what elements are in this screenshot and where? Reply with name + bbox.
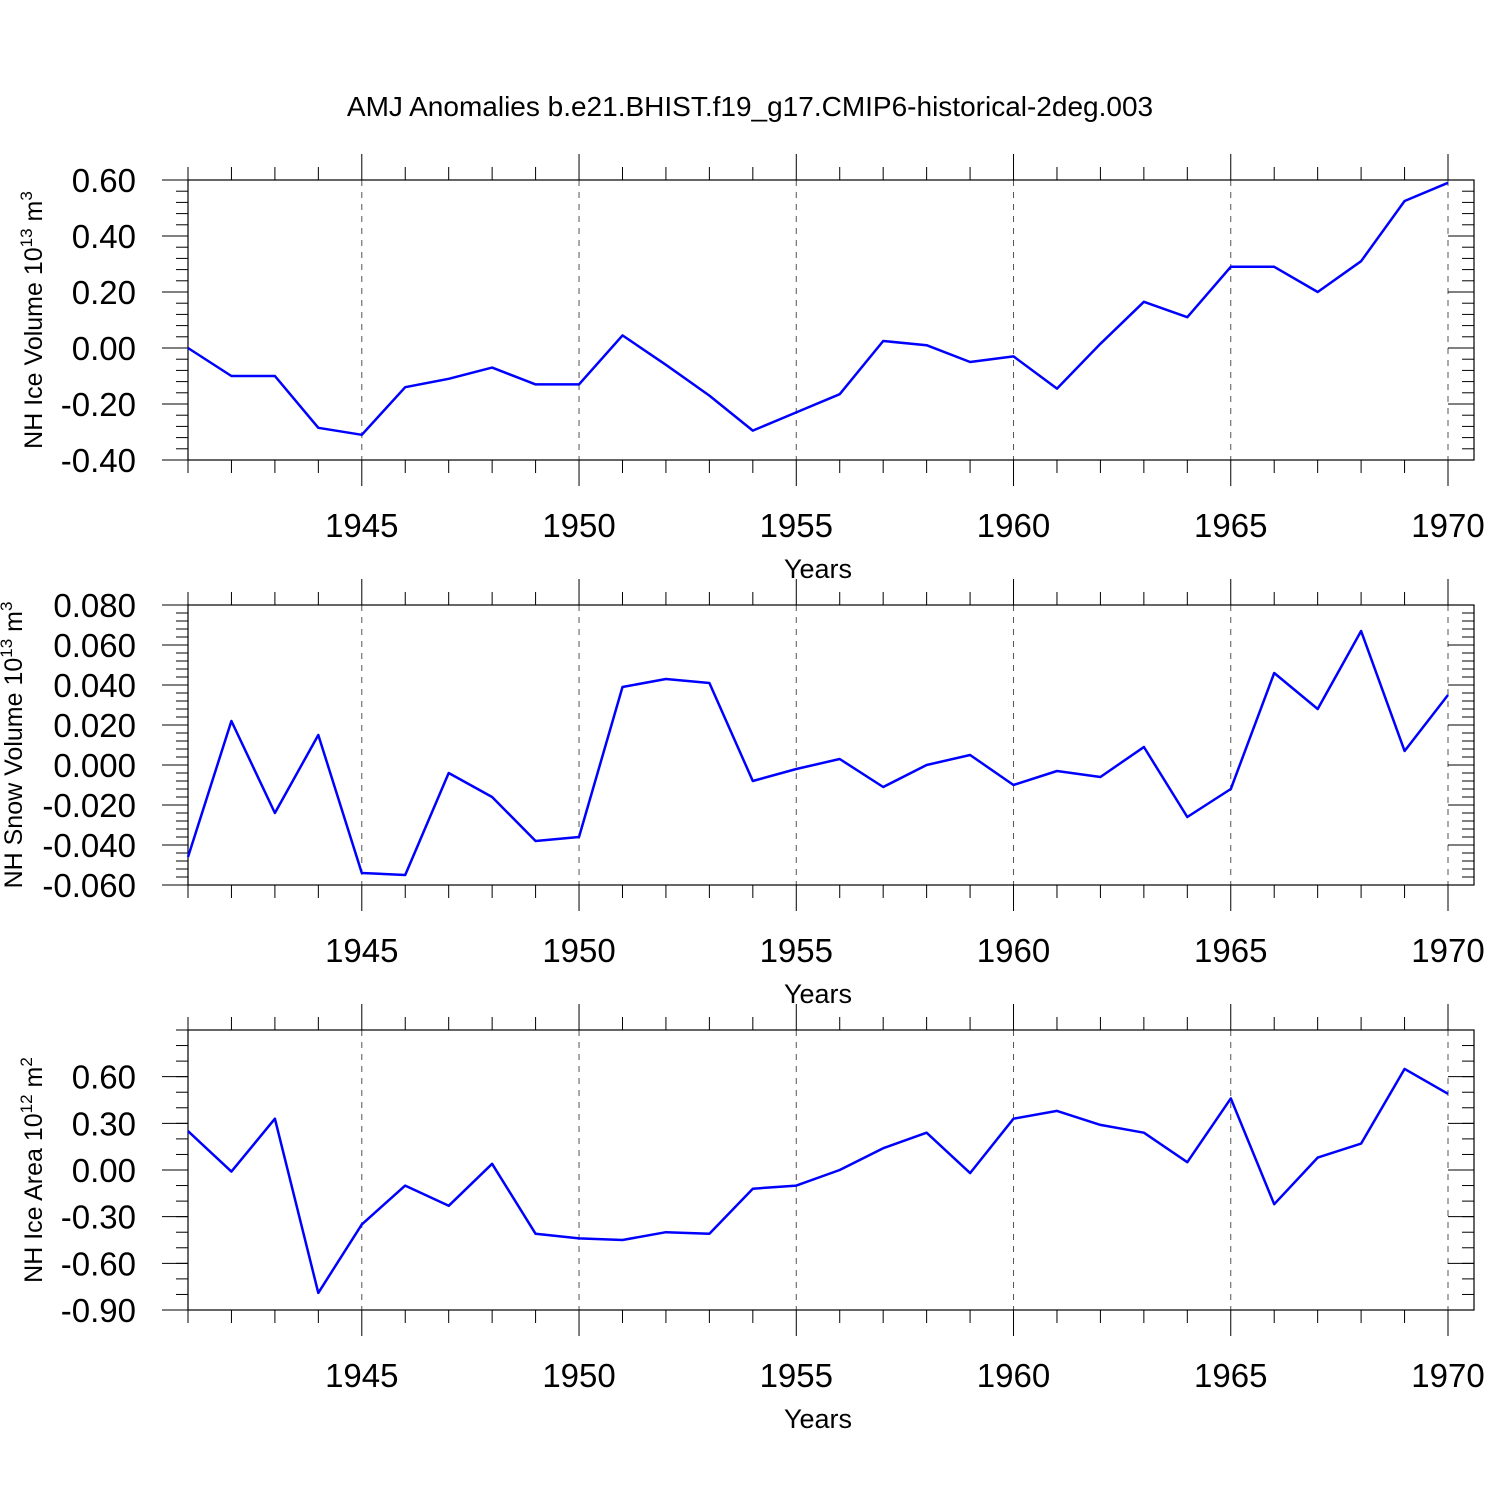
y-tick-label: -0.040	[42, 827, 136, 864]
chart-panel-1: -0.40 -0.20 0.00 0.20 0.40 0.60 1945 1950 1955 19…	[17, 154, 1485, 584]
y-axis-title-ylabel-main: NH Ice Area 10	[20, 1113, 48, 1283]
x-tick-label: 1945	[325, 507, 398, 544]
chart-title: AMJ Anomalies b.e21.BHIST.f19_g17.CMIP6-…	[347, 91, 1153, 122]
x-tick-label: 1955	[760, 932, 833, 969]
x-tick-label: 1945	[325, 932, 398, 969]
x-tick-label: 1960	[977, 507, 1050, 544]
x-tick-label: 1960	[977, 932, 1050, 969]
x-tick-label: 1950	[542, 1357, 615, 1394]
series-line	[186, 629, 1449, 877]
y-tick-label: -0.060	[42, 867, 136, 904]
y-axis-title-ylabel-unit: m	[20, 201, 48, 229]
x-axis-title: Years	[784, 1404, 852, 1434]
y-tick-label: 0.30	[72, 1105, 136, 1142]
x-tick-label: 1965	[1194, 932, 1267, 969]
y-axis-title-ylabel-unit-exp: 3	[0, 602, 16, 611]
y-axis-title: NH Ice Volume 1013 m3	[17, 191, 48, 449]
series-line	[187, 1067, 1449, 1295]
y-tick-label: 0.040	[53, 667, 136, 704]
y-tick-label: -0.020	[42, 787, 136, 824]
chart-panel-2: -0.060-0.040-0.0200.0000.0200.0400.0600.…	[0, 579, 1485, 1009]
plot-frame	[187, 1029, 1475, 1311]
y-tick-label: 0.20	[72, 274, 136, 311]
y-axis-title: NH Snow Volume 1013 m3	[0, 602, 28, 889]
y-axis-title: NH Ice Area 1012 m2	[17, 1057, 48, 1283]
y-tick-label: 0.060	[53, 627, 136, 664]
x-axis-title: Years	[784, 979, 852, 1009]
y-axis-title-ylabel-unit: m	[0, 611, 28, 639]
y-tick-label: 0.00	[72, 1152, 136, 1189]
x-tick-label: 1970	[1411, 1357, 1484, 1394]
y-axis-title-ylabel-unit: m	[20, 1067, 48, 1095]
x-tick-label: 1950	[542, 507, 615, 544]
x-tick-label: 1945	[325, 1357, 398, 1394]
y-axis-title-ylabel-unit-exp: 2	[17, 1057, 36, 1066]
x-tick-label: 1970	[1411, 507, 1484, 544]
y-axis-title-ylabel-exp: 13	[0, 639, 16, 658]
y-tick-label: 0.00	[72, 330, 136, 367]
x-axis-title: Years	[784, 554, 852, 584]
y-tick-label: -0.60	[61, 1245, 136, 1282]
y-tick-label: 0.60	[72, 162, 136, 199]
y-axis-title-ylabel-unit-exp: 3	[17, 191, 36, 200]
series-line	[187, 181, 1449, 437]
x-tick-label: 1955	[760, 507, 833, 544]
x-tick-label: 1950	[542, 932, 615, 969]
y-axis-title-ylabel-main: NH Snow Volume 10	[0, 658, 28, 889]
y-tick-label: 0.40	[72, 218, 136, 255]
y-tick-label: -0.90	[61, 1292, 136, 1329]
y-tick-label: -0.20	[61, 386, 136, 423]
y-tick-label: 0.60	[72, 1059, 136, 1096]
y-tick-label: -0.40	[61, 442, 136, 479]
y-axis-title-ylabel-exp: 13	[17, 228, 36, 247]
y-tick-label: 0.000	[53, 747, 136, 784]
plot-frame	[187, 179, 1475, 461]
x-tick-label: 1960	[977, 1357, 1050, 1394]
x-tick-label: 1965	[1194, 507, 1267, 544]
chart-panel-3: -0.90 -0.60 -0.30 0.00 0.30 0.60 1945 1950 1955 1…	[17, 1004, 1485, 1434]
plot-frame	[187, 604, 1475, 886]
y-tick-label: 0.080	[53, 587, 136, 624]
y-tick-label: -0.30	[61, 1199, 136, 1236]
y-tick-label: 0.020	[53, 707, 136, 744]
x-tick-label: 1970	[1411, 932, 1484, 969]
y-axis-title-ylabel-main: NH Ice Volume 10	[20, 247, 48, 449]
x-tick-label: 1955	[760, 1357, 833, 1394]
x-tick-label: 1965	[1194, 1357, 1267, 1394]
y-axis-title-ylabel-exp: 12	[17, 1094, 36, 1113]
